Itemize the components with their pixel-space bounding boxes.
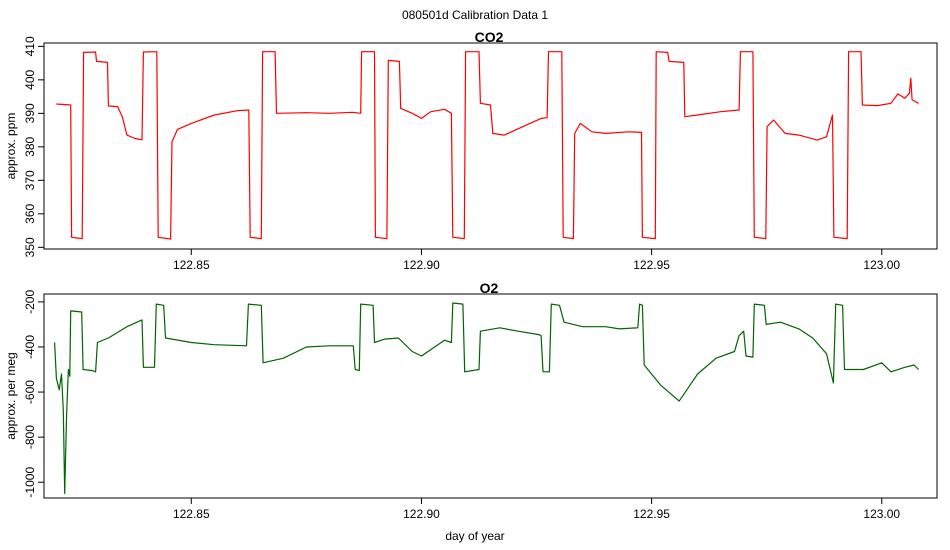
- o2-y-axis: -1000 -800 -600 -400 -200: [23, 290, 44, 498]
- o2-y-tick-label: -600: [23, 380, 37, 404]
- co2-series: [56, 51, 919, 240]
- co2-series-line: [56, 51, 919, 240]
- co2-y-tick-label: 350: [23, 237, 37, 257]
- co2-y-axis-label: approx. ppm: [4, 113, 18, 180]
- co2-title: CO2: [475, 29, 504, 45]
- co2-y-tick-label: 370: [23, 170, 37, 190]
- o2-x-tick-label: 122.90: [403, 507, 440, 521]
- o2-panel: O2 approx. per meg day of year 122.85 122…: [4, 280, 938, 543]
- co2-x-axis: 122.85 122.90 122.95 123.00: [173, 249, 900, 272]
- o2-series-line: [54, 302, 920, 495]
- co2-x-tick-label: 122.95: [633, 258, 670, 272]
- figure-title: 080501d Calibration Data 1: [402, 8, 548, 22]
- o2-x-tick-label: 123.00: [863, 507, 900, 521]
- o2-y-tick-label: -400: [23, 335, 37, 359]
- o2-y-tick-label: -800: [23, 425, 37, 449]
- o2-x-axis-label: day of year: [445, 529, 504, 543]
- co2-x-tick-label: 123.00: [863, 258, 900, 272]
- co2-plot-frame: [43, 42, 938, 250]
- co2-y-tick-label: 410: [23, 36, 37, 56]
- co2-y-tick-label: 380: [23, 137, 37, 157]
- co2-y-tick-label: 360: [23, 203, 37, 223]
- co2-x-tick-label: 122.90: [403, 258, 440, 272]
- co2-y-tick-label: 390: [23, 103, 37, 123]
- co2-panel: CO2 approx. ppm 122.85 122.90 122.95 123.00…: [4, 29, 938, 272]
- o2-series: [54, 302, 920, 495]
- o2-y-tick-label: -200: [23, 290, 37, 314]
- co2-y-tick-label: 400: [23, 70, 37, 90]
- o2-x-tick-label: 122.85: [173, 507, 210, 521]
- o2-y-axis-label: approx. per meg: [4, 352, 18, 439]
- o2-y-tick-label: -1000: [23, 467, 37, 498]
- o2-x-tick-label: 122.95: [633, 507, 670, 521]
- o2-plot-frame: [43, 293, 938, 499]
- co2-x-tick-label: 122.85: [173, 258, 210, 272]
- o2-title: O2: [480, 280, 499, 296]
- o2-x-axis: 122.85 122.90 122.95 123.00: [173, 498, 900, 521]
- co2-y-axis: 350 360 370 380 390 400 410: [23, 36, 44, 257]
